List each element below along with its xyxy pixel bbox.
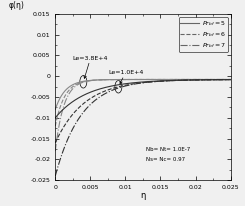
X-axis label: η: η xyxy=(140,191,146,200)
Text: Le=3.8E+4: Le=3.8E+4 xyxy=(73,55,108,78)
Text: Nb= Nt= 1.0E-7: Nb= Nt= 1.0E-7 xyxy=(147,147,191,152)
Text: Le=1.0E+4: Le=1.0E+4 xyxy=(108,70,143,84)
Y-axis label: φ(η): φ(η) xyxy=(9,1,24,10)
Text: Ns= Nc= 0.97: Ns= Nc= 0.97 xyxy=(147,157,185,163)
Legend: $Pr_{bf}=5$, $Pr_{bf}=6$, $Pr_{bf}=7$: $Pr_{bf}=5$, $Pr_{bf}=6$, $Pr_{bf}=7$ xyxy=(179,17,228,52)
